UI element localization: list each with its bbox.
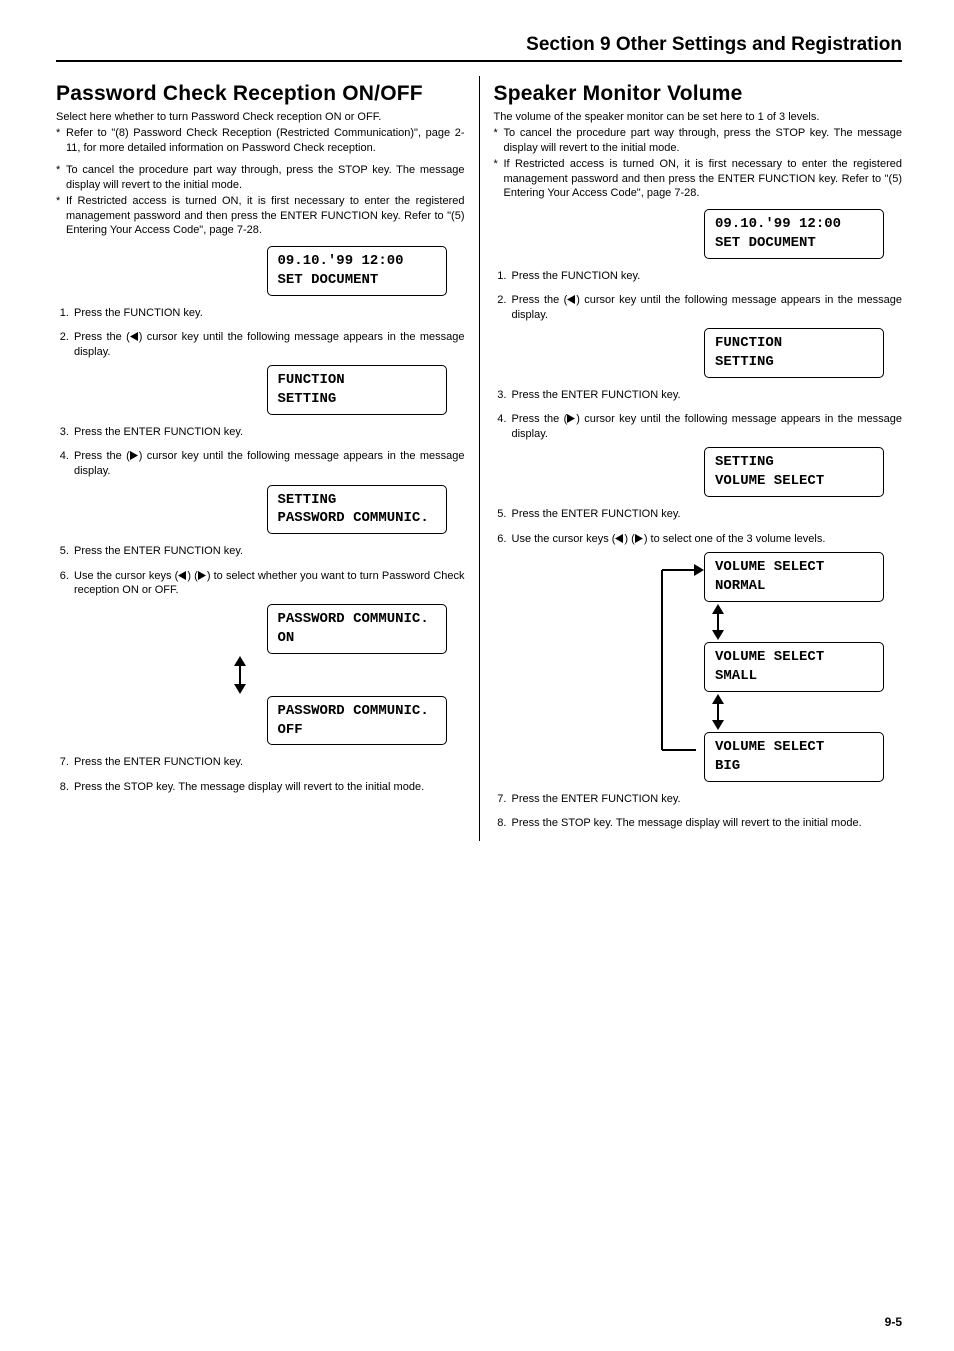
step: Press the () cursor key until the follow… [510,293,903,378]
updown-arrow-icon [226,656,254,694]
lcd-display: 09.10.'99 12:00 SET DOCUMENT [267,246,447,296]
column-divider [479,76,480,841]
section-header: Section 9 Other Settings and Registratio… [56,34,902,56]
step: Press the ENTER FUNCTION key. [72,755,465,770]
step: Press the FUNCTION key. [72,306,465,321]
note: Refer to "(8) Password Check Reception (… [66,126,465,155]
right-column: Speaker Monitor Volume The volume of the… [490,76,903,841]
step-text: Use the cursor keys () () to select whet… [74,570,465,597]
left-steps: Press the FUNCTION key. Press the () cur… [56,306,465,795]
left-intro: Select here whether to turn Password Che… [56,110,465,125]
lcd-display: VOLUME SELECT SMALL [704,642,884,692]
note: If Restricted access is turned ON, it is… [504,157,903,201]
page-number: 9-5 [885,1315,902,1329]
step-text: Press the () cursor key until the follow… [512,413,903,440]
right-arrow-icon [635,534,644,543]
right-title: Speaker Monitor Volume [494,80,903,108]
right-arrow-icon [567,414,576,423]
step: Press the ENTER FUNCTION key. [510,792,903,807]
note: To cancel the procedure part way through… [504,126,903,155]
right-arrow-icon [130,451,139,460]
lcd-display: FUNCTION SETTING [267,365,447,415]
left-arrow-icon [130,332,139,341]
right-intro: The volume of the speaker monitor can be… [494,110,903,125]
step: Press the () cursor key until the follow… [510,412,903,497]
step: Press the ENTER FUNCTION key. [510,507,903,522]
step: Press the () cursor key until the follow… [72,449,465,534]
step-text: Use the cursor keys () () to select one … [512,533,826,545]
step-text: Press the () cursor key until the follow… [74,331,465,358]
lcd-display: SETTING PASSWORD COMMUNIC. [267,485,447,535]
step: Press the FUNCTION key. [510,269,903,284]
lcd-display: FUNCTION SETTING [704,328,884,378]
section-rule [56,60,902,62]
left-arrow-icon [615,534,624,543]
right-arrow-icon [198,571,207,580]
step: Press the ENTER FUNCTION key. [72,544,465,559]
step: Press the STOP key. The message display … [510,816,903,831]
left-column: Password Check Reception ON/OFF Select h… [56,76,469,841]
lcd-display: VOLUME SELECT BIG [704,732,884,782]
note: To cancel the procedure part way through… [66,163,465,192]
right-steps: Press the FUNCTION key. Press the () cur… [494,269,903,831]
lcd-display: SETTING VOLUME SELECT [704,447,884,497]
left-notes: *Refer to "(8) Password Check Reception … [56,126,465,155]
note: If Restricted access is turned ON, it is… [66,194,465,238]
step-text: Press the () cursor key until the follow… [74,450,465,477]
step: Use the cursor keys () () to select whet… [72,569,465,746]
step: Use the cursor keys () () to select one … [510,532,903,782]
updown-arrow-icon [704,604,732,640]
lcd-display: PASSWORD COMMUNIC. ON [267,604,447,654]
step-text: Press the () cursor key until the follow… [512,294,903,321]
left-notes-b: *To cancel the procedure part way throug… [56,163,465,238]
lcd-display: VOLUME SELECT NORMAL [704,552,884,602]
cycle-arrow-icon [652,552,704,773]
lcd-display: PASSWORD COMMUNIC. OFF [267,696,447,746]
updown-arrow-icon [704,694,732,730]
left-arrow-icon [567,295,576,304]
step: Press the ENTER FUNCTION key. [72,425,465,440]
step: Press the () cursor key until the follow… [72,330,465,415]
left-title: Password Check Reception ON/OFF [56,80,465,108]
left-arrow-icon [178,571,187,580]
lcd-display: 09.10.'99 12:00 SET DOCUMENT [704,209,884,259]
step: Press the ENTER FUNCTION key. [510,388,903,403]
step: Press the STOP key. The message display … [72,780,465,795]
right-notes: *To cancel the procedure part way throug… [494,126,903,201]
